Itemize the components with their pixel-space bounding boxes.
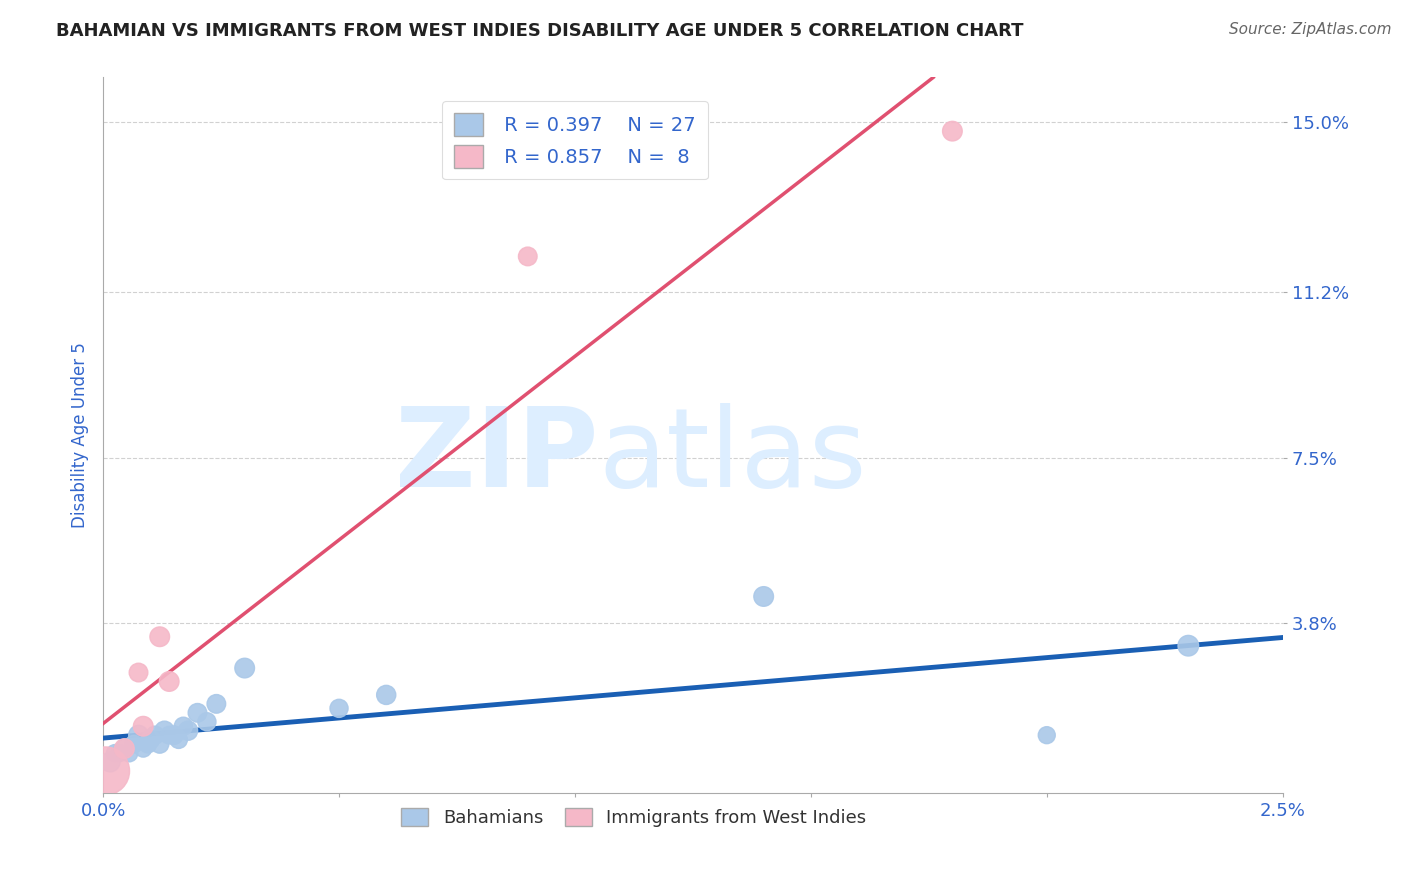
Point <box>112 741 135 756</box>
Point <box>205 697 228 711</box>
Point <box>132 741 155 756</box>
Point <box>149 630 172 644</box>
Point <box>98 755 121 769</box>
Point <box>172 719 194 733</box>
Y-axis label: Disability Age Under 5: Disability Age Under 5 <box>72 343 89 528</box>
Text: Source: ZipAtlas.com: Source: ZipAtlas.com <box>1229 22 1392 37</box>
Point <box>94 764 117 778</box>
Point <box>941 124 963 138</box>
Text: atlas: atlas <box>599 403 868 510</box>
Point <box>1177 639 1199 653</box>
Point <box>128 728 150 742</box>
Point <box>139 732 162 747</box>
Point <box>108 746 131 760</box>
Point <box>128 665 150 680</box>
Point <box>195 714 218 729</box>
Text: BAHAMIAN VS IMMIGRANTS FROM WEST INDIES DISABILITY AGE UNDER 5 CORRELATION CHART: BAHAMIAN VS IMMIGRANTS FROM WEST INDIES … <box>56 22 1024 40</box>
Point <box>167 732 190 747</box>
Point <box>516 249 538 263</box>
Point <box>118 746 141 760</box>
Point <box>122 737 145 751</box>
Point <box>1035 728 1057 742</box>
Point <box>157 728 180 742</box>
Point <box>375 688 398 702</box>
Point <box>157 674 180 689</box>
Point <box>177 723 200 738</box>
Point <box>163 728 186 742</box>
Point <box>752 590 775 604</box>
Point <box>186 706 208 720</box>
Point <box>132 719 155 733</box>
Point <box>153 723 176 738</box>
Point <box>328 701 350 715</box>
Text: ZIP: ZIP <box>395 403 599 510</box>
Point <box>104 746 127 760</box>
Point <box>112 741 135 756</box>
Legend: Bahamians, Immigrants from West Indies: Bahamians, Immigrants from West Indies <box>394 801 873 834</box>
Point <box>233 661 256 675</box>
Point <box>143 728 166 742</box>
Point <box>136 737 159 751</box>
Point <box>149 737 172 751</box>
